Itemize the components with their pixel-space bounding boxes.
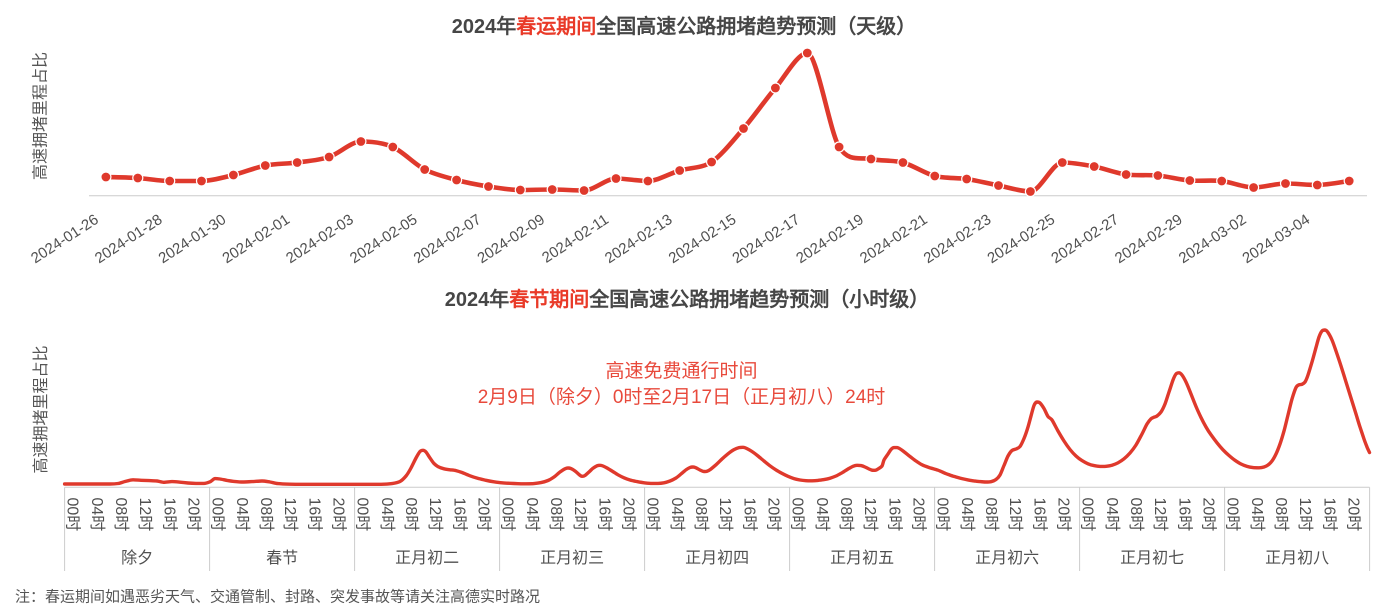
svg-text:2024年春运期间全国高速公路拥堵趋势预测（天级）: 2024年春运期间全国高速公路拥堵趋势预测（天级）	[452, 14, 917, 38]
svg-text:12时: 12时	[281, 498, 299, 532]
svg-text:16时: 16时	[1320, 498, 1338, 532]
svg-text:12时: 12时	[571, 498, 589, 532]
svg-text:12时: 12时	[1296, 498, 1314, 532]
svg-text:08时: 08时	[692, 498, 710, 532]
svg-text:08时: 08时	[837, 498, 855, 532]
svg-text:正月初二: 正月初二	[395, 549, 459, 567]
svg-text:正月初四: 正月初四	[685, 549, 749, 567]
svg-text:08时: 08时	[1127, 498, 1145, 532]
svg-text:16时: 16时	[595, 498, 613, 532]
svg-text:正月初五: 正月初五	[830, 549, 894, 567]
svg-text:20时: 20时	[909, 498, 927, 532]
svg-text:00时: 00时	[209, 498, 227, 532]
svg-text:除夕: 除夕	[121, 549, 153, 567]
svg-text:20时: 20时	[475, 498, 493, 532]
svg-text:08时: 08时	[547, 498, 565, 532]
svg-text:12时: 12时	[861, 498, 879, 532]
svg-text:08时: 08时	[112, 498, 130, 532]
svg-text:12时: 12时	[716, 498, 734, 532]
svg-text:注：春运期间如遇恶劣天气、交通管制、封路、突发事故等请关注高: 注：春运期间如遇恶劣天气、交通管制、封路、突发事故等请关注高德实时路况	[15, 588, 540, 606]
svg-text:08时: 08时	[257, 498, 275, 532]
svg-text:08时: 08时	[1272, 498, 1290, 532]
svg-text:20时: 20时	[1344, 498, 1362, 532]
svg-text:04时: 04时	[523, 498, 541, 532]
svg-text:12时: 12时	[136, 498, 154, 532]
svg-text:2月9日（除夕）0时至2月17日（正月初八）24时: 2月9日（除夕）0时至2月17日（正月初八）24时	[478, 386, 886, 408]
svg-text:00时: 00时	[354, 498, 372, 532]
svg-text:正月初七: 正月初七	[1120, 549, 1184, 567]
svg-text:08时: 08时	[402, 498, 420, 532]
svg-text:04时: 04时	[1248, 498, 1266, 532]
svg-text:正月初八: 正月初八	[1265, 549, 1329, 567]
svg-text:04时: 04时	[958, 498, 976, 532]
svg-text:00时: 00时	[1079, 498, 1097, 532]
svg-text:04时: 04时	[813, 498, 831, 532]
svg-text:00时: 00时	[644, 498, 662, 532]
svg-text:20时: 20时	[1199, 498, 1217, 532]
svg-text:20时: 20时	[764, 498, 782, 532]
svg-text:04时: 04时	[1103, 498, 1121, 532]
svg-text:12时: 12时	[1151, 498, 1169, 532]
svg-text:16时: 16时	[885, 498, 903, 532]
svg-text:16时: 16时	[305, 498, 323, 532]
svg-text:04时: 04时	[88, 498, 106, 532]
svg-text:20时: 20时	[1055, 498, 1073, 532]
svg-text:00时: 00时	[934, 498, 952, 532]
svg-text:20时: 20时	[329, 498, 347, 532]
svg-text:08时: 08时	[982, 498, 1000, 532]
svg-text:20时: 20时	[620, 498, 638, 532]
svg-text:16时: 16时	[160, 498, 178, 532]
svg-text:16时: 16时	[1030, 498, 1048, 532]
svg-text:春节: 春节	[266, 549, 298, 567]
svg-text:16时: 16时	[450, 498, 468, 532]
svg-text:00时: 00时	[789, 498, 807, 532]
svg-text:00时: 00时	[1224, 498, 1242, 532]
svg-text:2024年春节期间全国高速公路拥堵趋势预测（小时级）: 2024年春节期间全国高速公路拥堵趋势预测（小时级）	[445, 287, 930, 311]
svg-text:高速拥堵里程占比: 高速拥堵里程占比	[32, 52, 50, 180]
svg-text:04时: 04时	[233, 498, 251, 532]
svg-text:04时: 04时	[668, 498, 686, 532]
svg-text:16时: 16时	[740, 498, 758, 532]
svg-text:16时: 16时	[1175, 498, 1193, 532]
svg-text:20时: 20时	[184, 498, 202, 532]
svg-text:正月初六: 正月初六	[975, 549, 1039, 567]
svg-text:高速免费通行时间: 高速免费通行时间	[605, 360, 757, 382]
svg-text:00时: 00时	[64, 498, 82, 532]
svg-text:12时: 12时	[1006, 498, 1024, 532]
svg-text:04时: 04时	[378, 498, 396, 532]
svg-text:高速拥堵里程占比: 高速拥堵里程占比	[32, 345, 50, 473]
svg-text:12时: 12时	[426, 498, 444, 532]
svg-text:正月初三: 正月初三	[540, 549, 604, 567]
svg-text:00时: 00时	[499, 498, 517, 532]
